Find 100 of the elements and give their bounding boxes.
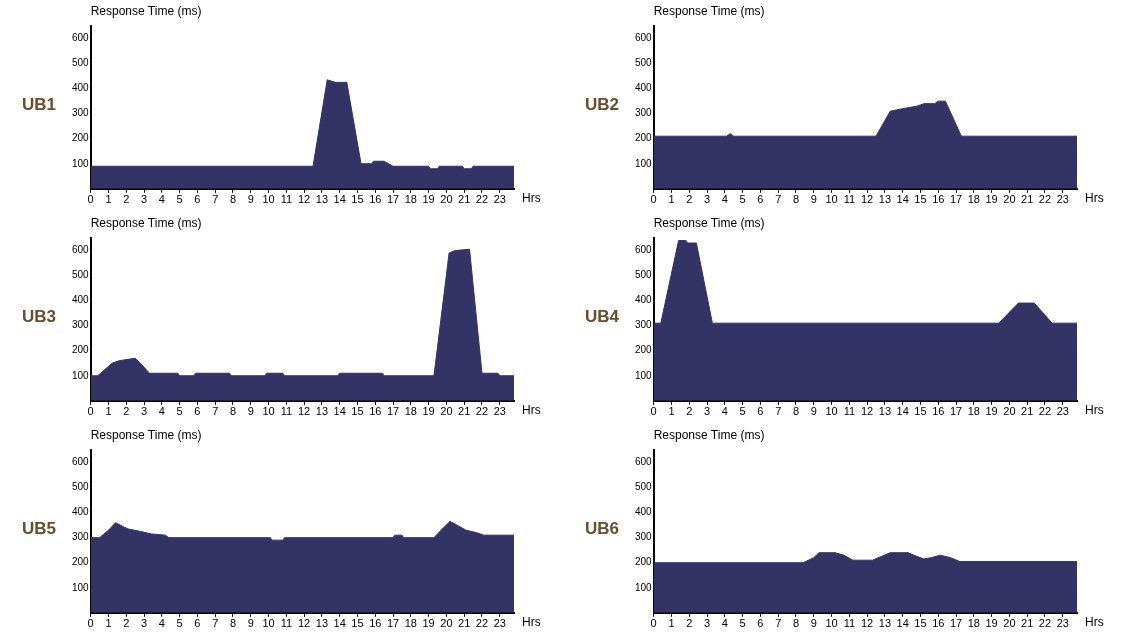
x-tick-label: 2 [686,193,693,206]
x-tick-label: 1 [668,405,675,418]
x-axis-title: Hrs [1085,615,1104,630]
x-tick-label: 5 [176,193,183,206]
y-tick-label: 600 [635,32,653,44]
x-tick-label: 12 [298,617,311,630]
x-tick-label: 6 [194,405,201,418]
x-tick-label: 22 [1038,193,1052,206]
y-tick-label: 600 [635,244,653,256]
x-tick-label: 3 [140,617,148,630]
x-tick-label: 0 [650,617,657,630]
text: UB6 [585,519,620,539]
x-tick-label: 10 [262,193,275,206]
x-tick-label: 10 [262,617,275,630]
y-tick-label: 100 [72,581,90,593]
text: UB4 [585,307,620,327]
x-tick-label: 0 [650,193,657,206]
y-tick-label: 200 [635,556,653,568]
text: UB3 [22,307,57,327]
x-tick-label: 18 [404,193,417,206]
x-tick-label: 10 [825,617,838,630]
x-tick-label: 20 [440,617,453,630]
x-tick-label: 6 [757,405,764,418]
x-tick-label: 23 [1056,405,1069,418]
y-tick-label: 300 [635,531,653,543]
x-tick-label: 3 [140,405,148,418]
x-tick-label: 5 [739,193,746,206]
y-tick-label: 100 [635,581,653,593]
x-tick-label: 5 [176,617,183,630]
x-tick-label: 21 [458,405,471,418]
x-tick-label: 17 [949,405,963,418]
y-tick-label: 200 [72,132,90,144]
x-tick-label: 16 [932,193,945,206]
y-tick-label: 600 [72,244,90,256]
x-tick-label: 13 [315,617,329,630]
x-tick-label: 21 [458,617,471,630]
x-tick-label: 9 [810,405,817,418]
x-tick-label: 18 [967,617,980,630]
y-tick-label: 300 [72,107,90,119]
y-axis-title: Response Time (ms) [653,216,765,231]
x-tick-label: 15 [351,617,364,630]
y-tick-label: 500 [635,481,653,493]
x-axis-title: Hrs [1085,403,1104,418]
text: UB5 [22,519,57,539]
x-tick-label: 6 [757,193,764,206]
y-tick-label: 400 [72,82,90,94]
x-tick-label: 6 [757,617,764,630]
x-tick-label: 10 [825,193,838,206]
x-tick-label: 19 [422,193,435,206]
x-tick-label: 10 [262,405,275,418]
x-tick-label: 0 [650,405,657,418]
x-tick-label: 23 [1056,617,1069,630]
x-tick-label: 8 [229,405,237,418]
y-axis-title: Response Time (ms) [653,428,765,443]
x-tick-label: 23 [493,405,506,418]
x-tick-label: 20 [440,405,453,418]
y-tick-label: 100 [635,157,653,169]
y-axis-title: Response Time (ms) [90,4,202,19]
x-tick-label: 18 [404,405,417,418]
x-tick-label: 7 [212,193,219,206]
x-tick-label: 17 [949,617,963,630]
y-tick-label: 100 [72,369,90,381]
x-tick-label: 14 [333,617,346,630]
x-tick-label: 14 [896,617,909,630]
x-tick-label: 2 [686,617,693,630]
x-tick-label: 3 [703,617,711,630]
x-tick-label: 8 [229,617,237,630]
y-axis-title: Response Time (ms) [653,4,765,19]
x-tick-label: 15 [914,405,927,418]
x-tick-label: 0 [87,193,94,206]
x-tick-label: 11 [280,617,293,630]
x-tick-label: 21 [458,193,471,206]
x-tick-label: 12 [861,405,874,418]
x-tick-label: 18 [967,193,980,206]
x-tick-label: 7 [212,617,219,630]
x-tick-label: 9 [247,617,254,630]
y-tick-label: 300 [635,107,653,119]
x-tick-label: 16 [932,617,945,630]
x-tick-label: 3 [703,193,711,206]
x-tick-label: 9 [810,193,817,206]
y-tick-label: 200 [635,344,653,356]
x-tick-label: 12 [861,193,874,206]
x-tick-label: 2 [123,193,130,206]
x-tick-label: 11 [280,193,293,206]
y-tick-label: 600 [72,456,90,468]
x-tick-label: 20 [1003,193,1016,206]
y-tick-label: 500 [72,57,90,69]
x-tick-label: 7 [212,405,219,418]
x-tick-label: 8 [229,193,237,206]
y-tick-label: 500 [635,57,653,69]
y-tick-label: 200 [635,132,653,144]
x-tick-label: 9 [247,193,254,206]
x-tick-label: 20 [440,193,453,206]
x-tick-label: 8 [792,405,800,418]
x-tick-label: 5 [739,617,746,630]
x-tick-label: 15 [351,405,364,418]
x-tick-label: 11 [280,405,293,418]
x-tick-label: 13 [315,405,329,418]
y-tick-label: 200 [72,556,90,568]
x-tick-label: 0 [87,405,94,418]
